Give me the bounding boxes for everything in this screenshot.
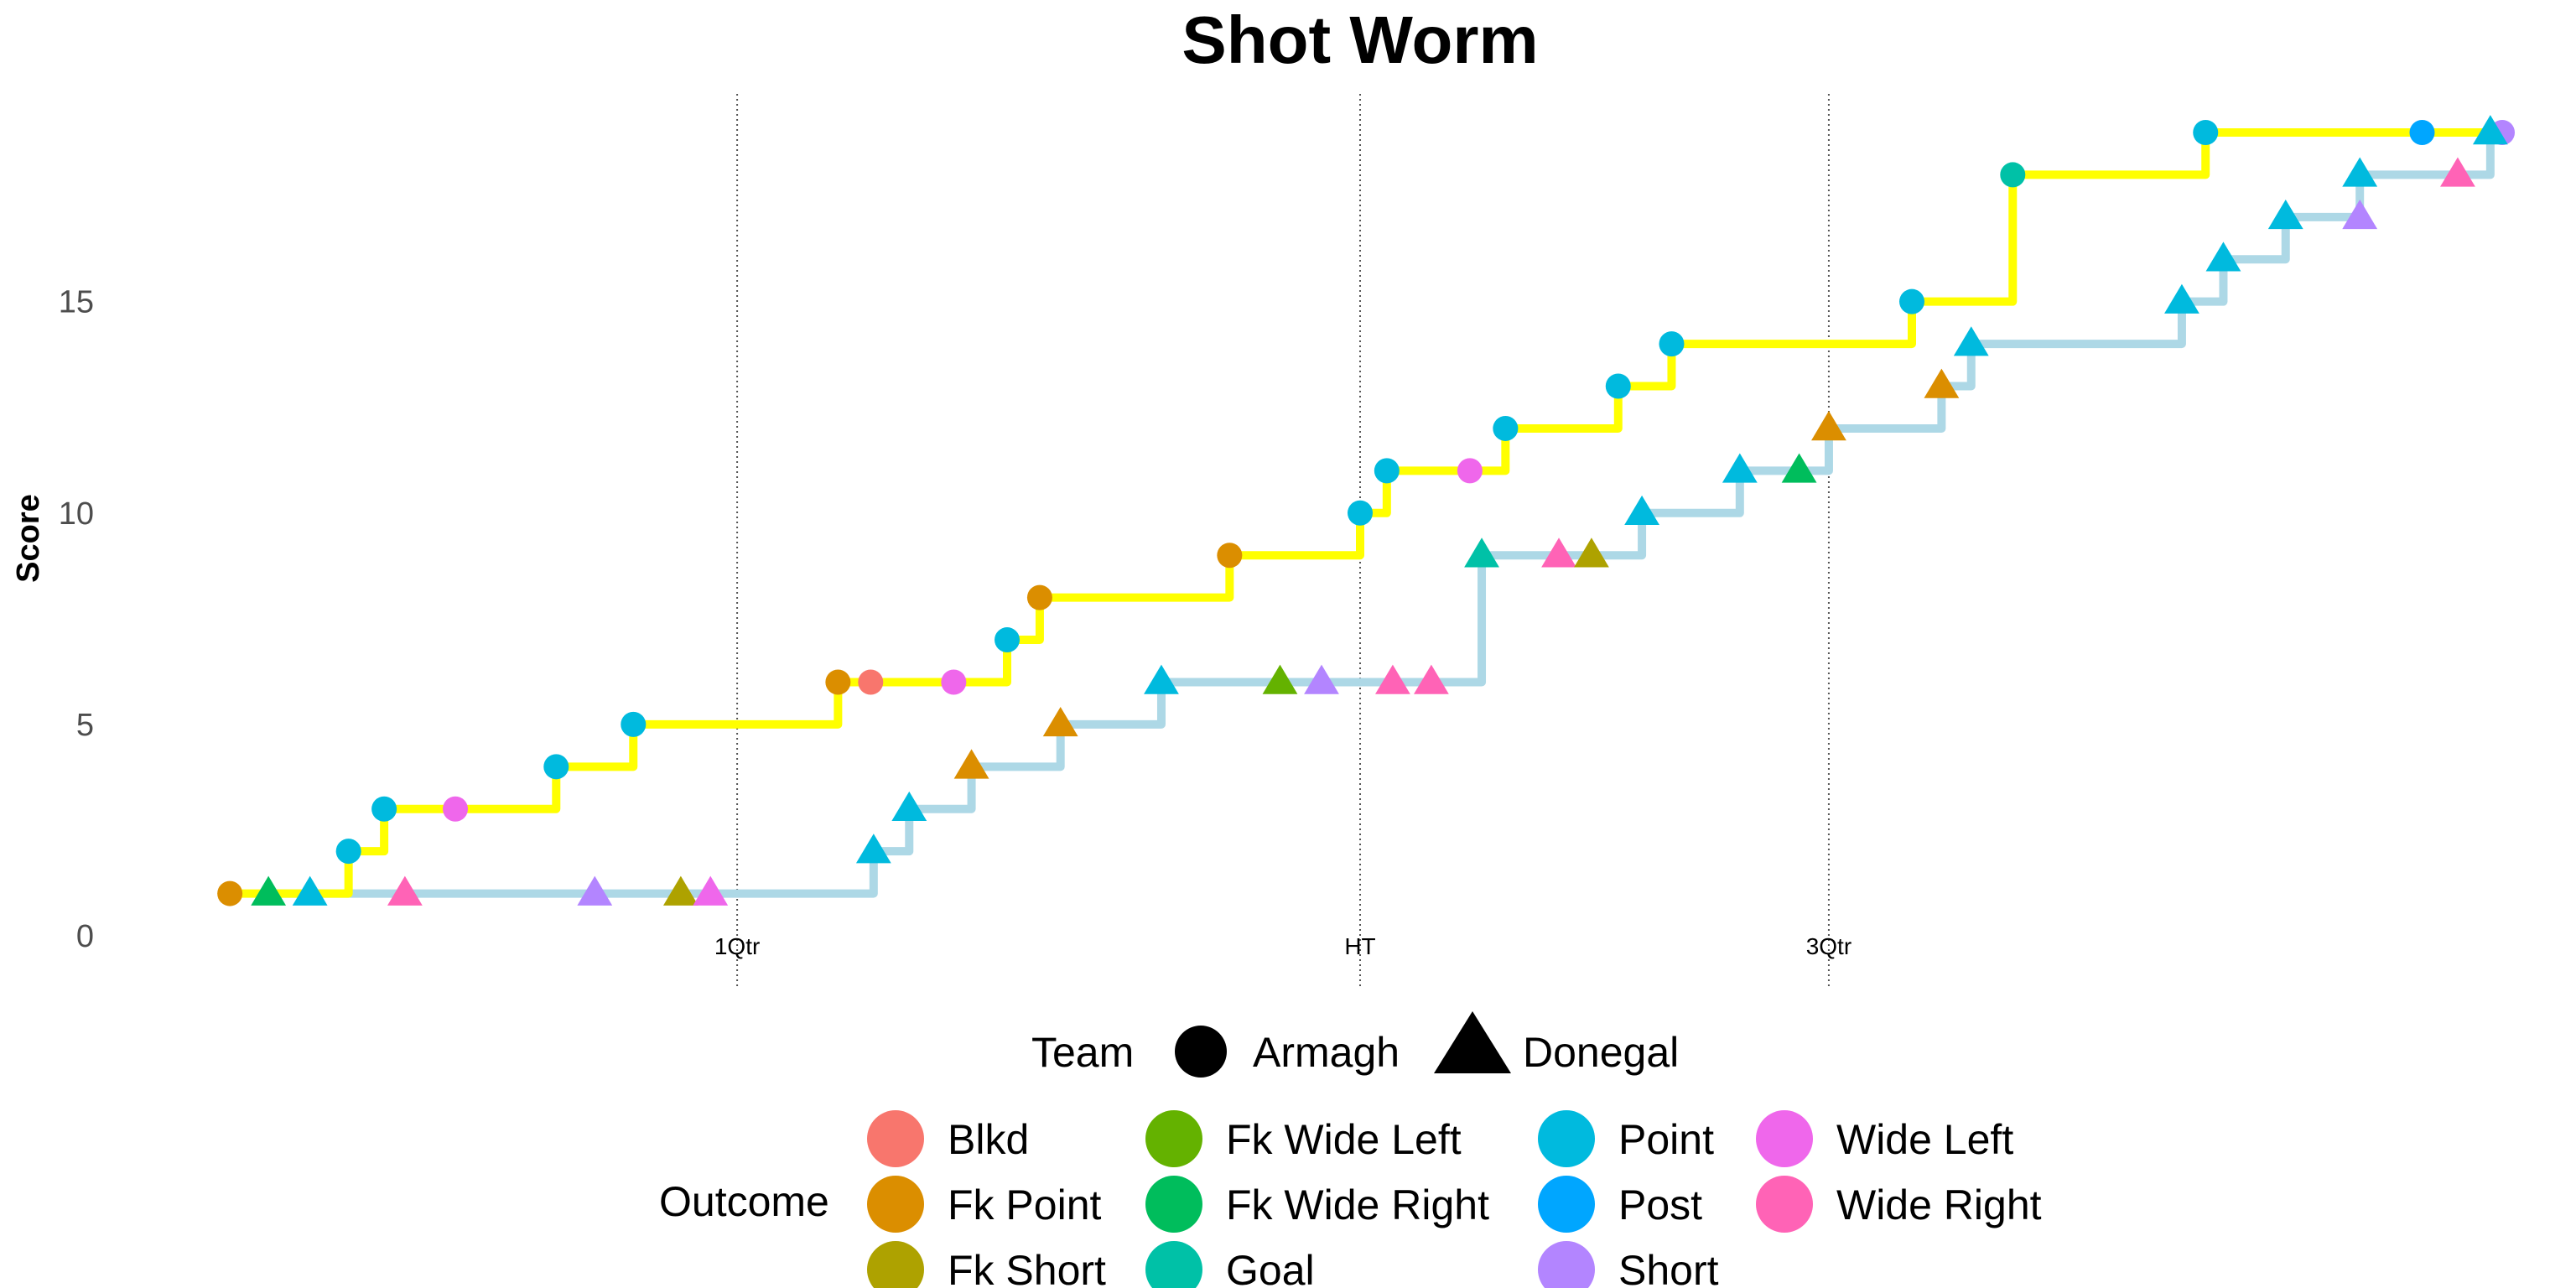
shot-point-donegal-short [577,875,613,906]
legend-label-fk-wide-right: Fk Wide Right [1226,1182,1489,1228]
shot-point-donegal-fk-wide-left [1262,664,1298,694]
score-line-donegal [268,132,2495,898]
shot-point-armagh-point [1899,288,1925,314]
shot-point-donegal-short [1304,664,1339,694]
shot-point-donegal-wide-left [693,875,729,906]
shot-point-armagh-point [1374,458,1400,484]
outcome-legend: Outcome Blkd Fk Point Fk Short Fk Wide Left… [659,1110,2042,1288]
shot-point-armagh-point [1659,331,1685,357]
shot-point-donegal-wide-right [1414,664,1449,694]
shot-point-donegal-short [2342,199,2378,230]
period-label-1qtr: 1Qtr [714,933,760,959]
legend-key-blkd [867,1110,924,1167]
shot-point-donegal-fk-point [1042,706,1078,737]
y-tick-label: 5 [76,708,94,743]
shot-point-armagh-point [1348,500,1373,526]
legend-key-post [1538,1176,1595,1233]
period-label-ht: HT [1344,933,1375,959]
shot-point-donegal-wide-right [2440,157,2475,187]
shot-point-donegal-point [855,834,891,864]
chart-title: Shot Worm [1182,3,1538,77]
shot-point-donegal-point [1953,326,1989,356]
shot-point-donegal-point [891,791,927,821]
shot-point-donegal-point [292,875,328,906]
shot-point-donegal-fk-wide-right [251,875,287,906]
shot-point-armagh-point [543,754,569,780]
period-label-3qtr: 3Qtr [1806,933,1852,959]
shot-point-donegal-point [2164,283,2199,314]
y-tick-label: 0 [76,919,94,954]
shot-points [217,115,2515,906]
legend-key-fk-wide-right [1145,1176,1202,1233]
legend-label-post: Post [1618,1182,1702,1228]
shot-point-armagh-goal [2000,162,2026,188]
y-tick-label: 15 [59,285,94,320]
shot-point-armagh-point [371,796,397,822]
legend-key-fk-point [867,1176,924,1233]
legend-label-fk-point: Fk Point [948,1182,1102,1228]
legend-key-donegal [1434,1011,1511,1073]
legend-key-fk-short [867,1241,924,1288]
team-legend-title: Team [1031,1029,1134,1076]
shot-point-donegal-point [1624,495,1659,526]
shot-point-donegal-point [2267,199,2303,230]
y-axis-label: Score [11,494,46,583]
shot-point-armagh-fk-point [1026,584,1052,610]
legend-label-goal: Goal [1226,1247,1315,1288]
legend-key-short [1538,1241,1595,1288]
legend-label-blkd: Blkd [948,1116,1029,1163]
shot-point-armagh-post [2409,120,2435,145]
shot-point-donegal-wide-right [1541,538,1576,568]
outcome-legend-title: Outcome [659,1178,829,1225]
shot-point-donegal-point [2342,157,2378,187]
shot-point-armagh-point [1493,415,1519,441]
shot-point-donegal-point [2472,115,2508,145]
shot-point-donegal-fk-point [1924,368,1960,398]
legend-label-fk-wide-left: Fk Wide Left [1226,1116,1462,1163]
shot-point-donegal-wide-right [1375,664,1410,694]
legend-key-fk-wide-left [1145,1110,1202,1167]
shot-point-armagh-wide-left [1457,458,1483,484]
shot-point-armagh-wide-left [443,796,469,822]
shot-point-armagh-point [335,839,361,865]
shot-point-armagh-point [995,627,1021,653]
legend-key-goal [1145,1241,1202,1288]
y-tick-label: 10 [59,496,94,532]
legend-label-wide-left: Wide Left [1836,1116,2013,1163]
shot-point-donegal-fk-point [953,749,989,779]
shot-point-donegal-point [1722,453,1758,483]
legend-key-wide-right [1756,1176,1813,1233]
shot-point-donegal-point [1144,664,1179,694]
shot-point-armagh-fk-point [825,669,851,695]
period-markers: 1Qtr HT 3Qtr [714,94,1852,986]
shot-point-donegal-fk-short [662,875,699,906]
shot-point-armagh-fk-point [1217,543,1243,569]
shot-point-armagh-fk-point [217,880,243,906]
shot-point-armagh-point [2193,120,2219,145]
shot-point-donegal-fk-short [1574,538,1609,568]
shot-point-donegal-fk-point [1811,411,1846,441]
legend-key-wide-left [1756,1110,1813,1167]
shot-point-donegal-fk-wide-right [1781,453,1817,483]
shot-point-armagh-point [1605,373,1631,399]
shot-point-donegal-goal [1464,538,1499,568]
legend-key-armagh [1175,1026,1227,1078]
legend-key-point [1538,1110,1595,1167]
shot-point-armagh-blkd [858,669,884,695]
shot-point-armagh-point [621,711,647,737]
legend-label-donegal: Donegal [1523,1029,1679,1076]
legend-label-point: Point [1618,1116,1714,1163]
shot-point-armagh-wide-left [941,669,967,695]
shot-point-donegal-point [2205,242,2241,272]
shot-point-donegal-wide-right [387,875,423,906]
y-tick-labels: 0 5 10 15 [59,285,94,954]
team-legend: Team Armagh Donegal [1031,1011,1679,1078]
legend-label-wide-right: Wide Right [1836,1182,2042,1228]
legend-label-short: Short [1618,1247,1719,1288]
legend-label-armagh: Armagh [1253,1029,1400,1076]
legend-label-fk-short: Fk Short [948,1247,1106,1288]
